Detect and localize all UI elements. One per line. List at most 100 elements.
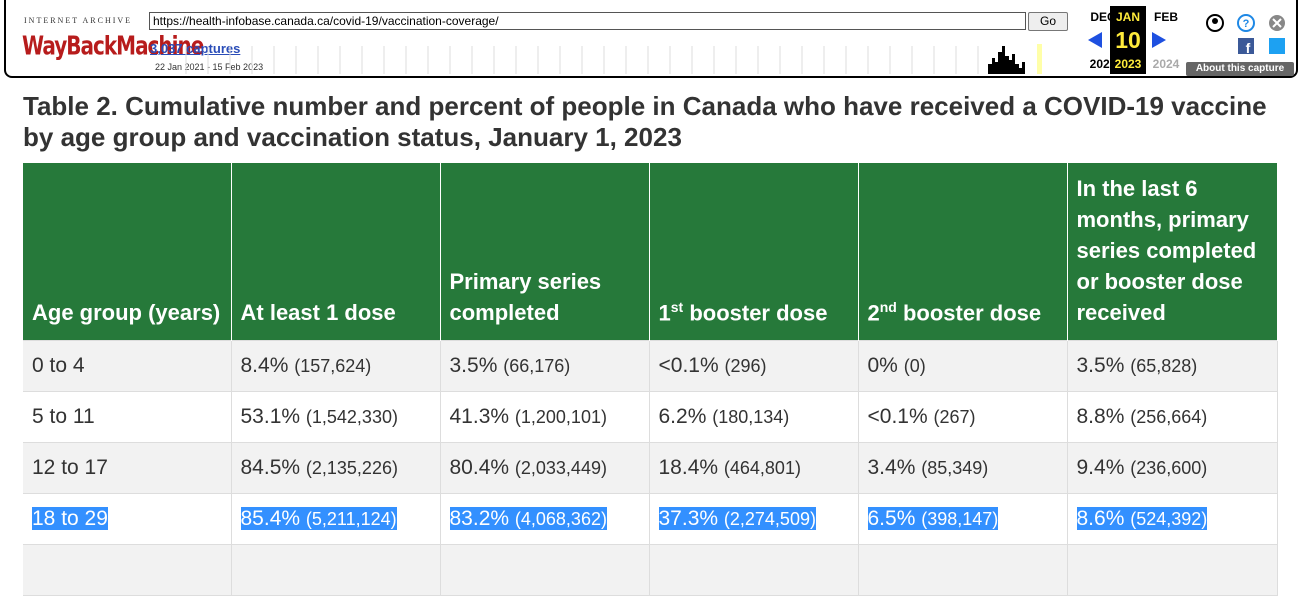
current-capture [1110,6,1146,74]
percent: 53.1% [240,405,301,428]
count: (157,624) [294,356,372,376]
toolbar-icons[interactable]: ? f [1204,12,1294,56]
cell-value: 37.3% (2,274,509) [658,507,816,530]
svg-text:f: f [1246,40,1251,56]
table-cell: <0.1% (296) [649,340,859,392]
table-cell: 6.5% (398,147) [858,493,1068,545]
count: (524,392) [1130,509,1208,529]
cell-value: 53.1% (1,542,330) [241,405,398,428]
column-header: 2nd booster dose [858,163,1068,341]
count: (180,134) [712,407,790,427]
cell-value: 0% (0) [868,354,926,377]
percent: 83.2% [449,507,510,530]
table-cell [858,544,1068,596]
percent: 3.4% [867,456,916,479]
header-row: Age group (years) At least 1 dose Primary … [23,163,1278,341]
nav-arrows[interactable] [1086,30,1166,50]
age-group: 18 to 29 [32,507,108,530]
table-cell [1067,544,1278,596]
column-header: In the last 6 months, primary series com… [1067,163,1278,341]
percent: 0% [867,354,898,377]
cell-value: 8.6% (524,392) [1076,507,1208,530]
table-cell: 80.4% (2,033,449) [440,442,650,494]
page: {"toolbar": {"archive": "INTERNET ARCHIV… [4,0,1298,596]
table-cell [23,544,232,596]
count: (267) [933,407,976,427]
header-text: booster dose [896,300,1042,325]
svg-text:?: ? [1243,18,1250,30]
cell-value: 83.2% (4,068,362) [449,507,607,530]
table-cell: 53.1% (1,542,330) [231,391,441,443]
percent: 84.5% [240,456,301,479]
cell-value: 85.4% (5,211,124) [240,507,397,530]
wayback-logo[interactable]: WayBackMachine [22,30,204,62]
capture-range: 22 Jan 2021 - 15 Feb 2023 [155,62,264,72]
percent: 85.4% [240,507,301,530]
age-group: 12 to 17 [32,456,108,479]
table-cell: 6.2% (180,134) [649,391,859,443]
captures-link[interactable]: 3,037 captures [150,41,241,56]
count: (2,274,509) [723,509,816,529]
percent: 9.4% [1076,456,1125,479]
day-current: 10 [1115,27,1141,53]
year-prev[interactable]: 2022 [1089,57,1117,71]
about-button[interactable]: About this capture [1186,62,1294,76]
table-cell: 5 to 11 [23,391,232,443]
cell-value: 41.3% (1,200,101) [450,405,607,428]
table-cell: 8.8% (256,664) [1067,391,1278,443]
about-label: About this capture [1195,63,1285,74]
count: (236,600) [1130,458,1208,478]
cell-value: 18.4% (464,801) [659,456,801,479]
vaccine-table: Age group (years) At least 1 dose Primary … [23,163,1278,596]
wayback-toolbar: INTERNET ARCHIVE WayBackMachine https://… [4,0,1298,78]
cell-value: 3.5% (65,828) [1077,354,1198,377]
percent: <0.1% [867,405,928,428]
cell-value: 80.4% (2,033,449) [450,456,607,479]
percent: 6.5% [867,507,916,530]
cell-value: <0.1% (267) [868,405,976,428]
count: (2,033,449) [514,458,607,478]
cell-value: 6.5% (398,147) [867,507,999,530]
cell-value: 9.4% (236,600) [1077,456,1208,479]
table-row: 5 to 11 53.1% (1,542,330) 41.3% (1,200,101… [23,391,1278,443]
cell-value: 8.8% (256,664) [1077,405,1208,428]
header-text: 2 [867,300,880,325]
table-cell: 12 to 17 [23,442,232,494]
month-next[interactable]: FEB [1154,10,1178,24]
table-cell: 18.4% (464,801) [649,442,859,494]
percent: 8.8% [1076,405,1125,428]
cell-value: 84.5% (2,135,226) [241,456,398,479]
timeline[interactable] [142,44,1042,76]
header-sup: nd [879,298,897,315]
count: (1,542,330) [305,407,398,427]
column-header: 1st booster dose [649,163,859,341]
go-button[interactable]: Go [1028,12,1068,31]
table-cell [231,544,441,596]
age-group: 5 to 11 [32,405,95,428]
month-prev[interactable]: DEC [1090,10,1116,24]
table-cell: 83.2% (4,068,362) [440,493,650,545]
percent: 6.2% [658,405,707,428]
table-cell: 9.4% (236,600) [1067,442,1278,494]
archive-label: INTERNET ARCHIVE [24,16,133,25]
url-input[interactable]: https://health-infobase.canada.ca/covid-… [149,12,1026,30]
column-header: Age group (years) [23,163,232,341]
table-cell: <0.1% (267) [858,391,1068,443]
count: (5,211,124) [305,509,397,529]
table-cell: 3.5% (66,176) [440,340,650,392]
table-cell: 85.4% (5,211,124) [231,493,441,545]
table-cell: 8.4% (157,624) [231,340,441,392]
table-cell: 37.3% (2,274,509) [649,493,859,545]
percent: 3.5% [449,354,498,377]
month-current: JAN [1115,10,1140,24]
percent: 80.4% [449,456,510,479]
table-cell: 0 to 4 [23,340,232,392]
percent: 37.3% [658,507,719,530]
count: (296) [724,356,767,376]
table-cell: 3.4% (85,349) [858,442,1068,494]
count: (398,147) [921,509,999,529]
percent: 18.4% [658,456,719,479]
column-header: At least 1 dose [231,163,441,341]
cell-value: 3.4% (85,349) [868,456,989,479]
percent: 41.3% [449,405,510,428]
